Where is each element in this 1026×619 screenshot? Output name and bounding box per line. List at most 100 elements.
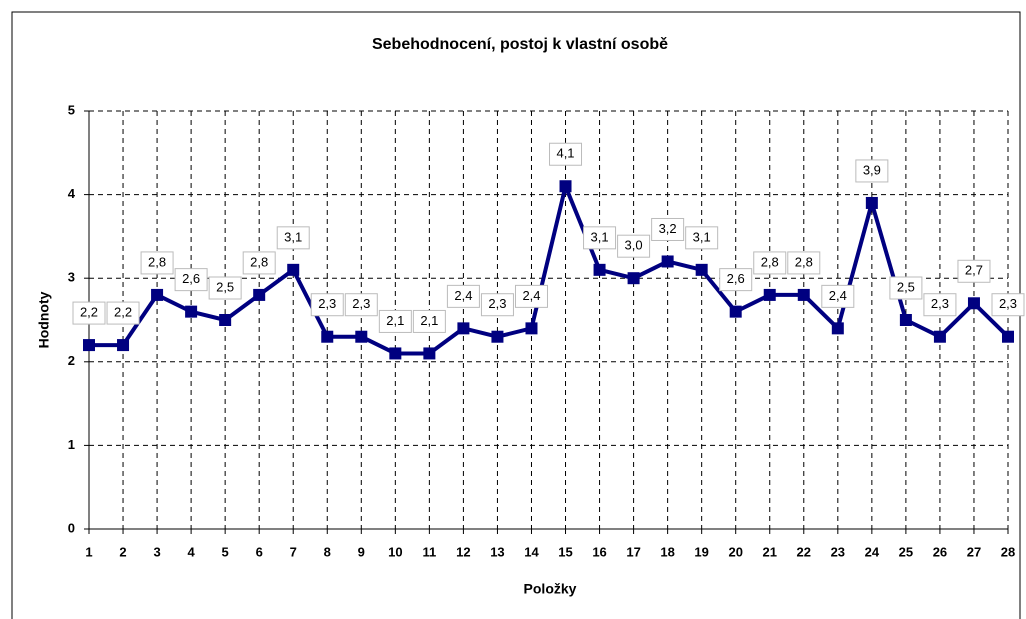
data-label-box [344, 293, 378, 317]
marker [117, 339, 130, 352]
chart-title: Sebehodnocení, postoj k vlastní osobě [372, 36, 668, 53]
data-label-box [480, 293, 514, 317]
y-tick-label: 3 [68, 270, 75, 285]
y-tick-label: 1 [68, 437, 75, 452]
data-label-box [72, 301, 106, 325]
y-tick-label: 4 [68, 186, 76, 201]
marker [525, 322, 538, 335]
data-label: 3,0 [625, 238, 643, 253]
x-tick-label: 12 [456, 544, 470, 559]
marker [593, 263, 606, 276]
data-label: 2,6 [727, 271, 745, 286]
data-label-box [106, 301, 140, 325]
x-tick-label: 28 [1001, 544, 1015, 559]
data-label-box [719, 268, 753, 292]
data-label: 3,1 [284, 229, 302, 244]
x-tick-label: 23 [831, 544, 845, 559]
data-label-box [583, 226, 617, 250]
data-label: 3,1 [591, 229, 609, 244]
marker [559, 180, 572, 193]
data-label-box [514, 284, 548, 308]
data-label-box [855, 159, 889, 183]
x-tick-label: 1 [85, 544, 92, 559]
data-label-box [140, 251, 174, 275]
x-tick-label: 4 [187, 544, 195, 559]
data-label-box [651, 217, 685, 241]
data-label: 2,3 [999, 296, 1017, 311]
data-label: 2,8 [148, 254, 166, 269]
y-tick-label: 2 [68, 353, 75, 368]
x-tick-label: 26 [933, 544, 947, 559]
data-label: 2,8 [795, 254, 813, 269]
marker [423, 347, 436, 360]
marker [185, 305, 198, 318]
data-label: 2,4 [829, 288, 847, 303]
y-tick-label: 5 [68, 102, 75, 117]
x-tick-label: 8 [324, 544, 331, 559]
marker [287, 263, 300, 276]
data-label: 4,1 [556, 146, 574, 161]
x-tick-label: 19 [694, 544, 708, 559]
marker [491, 330, 504, 343]
x-tick-label: 22 [797, 544, 811, 559]
marker [933, 330, 946, 343]
marker [899, 314, 912, 326]
data-label: 2,3 [352, 296, 370, 311]
data-label-box [821, 284, 855, 308]
data-label: 2,1 [420, 313, 438, 328]
data-label: 2,2 [114, 305, 132, 320]
data-label-box [446, 284, 480, 308]
marker [729, 305, 742, 318]
x-tick-label: 17 [626, 544, 640, 559]
data-label: 2,6 [182, 271, 200, 286]
x-tick-label: 5 [222, 544, 229, 559]
x-tick-label: 10 [388, 544, 402, 559]
data-label-box [991, 293, 1025, 317]
x-tick-label: 14 [524, 544, 539, 559]
data-label: 2,1 [386, 313, 404, 328]
data-label: 2,5 [897, 279, 915, 294]
marker [661, 255, 674, 268]
x-tick-label: 18 [660, 544, 674, 559]
x-tick-label: 21 [763, 544, 777, 559]
marker [627, 272, 640, 285]
marker [967, 297, 980, 310]
data-label: 2,3 [318, 296, 336, 311]
data-label-box [923, 293, 957, 317]
marker [253, 288, 266, 301]
x-tick-label: 11 [422, 544, 436, 559]
x-tick-label: 13 [490, 544, 504, 559]
marker [83, 339, 95, 352]
data-label: 2,8 [761, 254, 779, 269]
data-label-box [412, 309, 446, 333]
data-label-box [787, 251, 821, 275]
x-axis-label: Položky [524, 581, 577, 597]
data-label-box [549, 142, 583, 166]
x-tick-label: 2 [119, 544, 126, 559]
x-tick-label: 25 [899, 544, 913, 559]
x-tick-label: 15 [558, 544, 572, 559]
data-label: 2,4 [522, 288, 540, 303]
data-label: 2,5 [216, 279, 234, 294]
y-tick-label: 0 [68, 520, 75, 535]
series-line [89, 184, 1010, 356]
x-tick-label: 27 [967, 544, 981, 559]
data-label: 3,9 [863, 162, 881, 177]
data-label-box [174, 268, 208, 292]
marker [321, 330, 334, 343]
marker [695, 263, 708, 276]
data-label: 2,8 [250, 254, 268, 269]
data-label-box [617, 234, 651, 258]
x-tick-label: 9 [358, 544, 365, 559]
frame [11, 11, 1021, 619]
data-label-box [310, 293, 344, 317]
marker [219, 314, 232, 326]
x-tick-label: 16 [592, 544, 606, 559]
marker [389, 347, 402, 360]
x-tick-label: 24 [865, 544, 880, 559]
data-label-box [208, 276, 242, 300]
marker [797, 288, 810, 301]
x-tick-label: 3 [153, 544, 160, 559]
data-label: 2,3 [931, 296, 949, 311]
